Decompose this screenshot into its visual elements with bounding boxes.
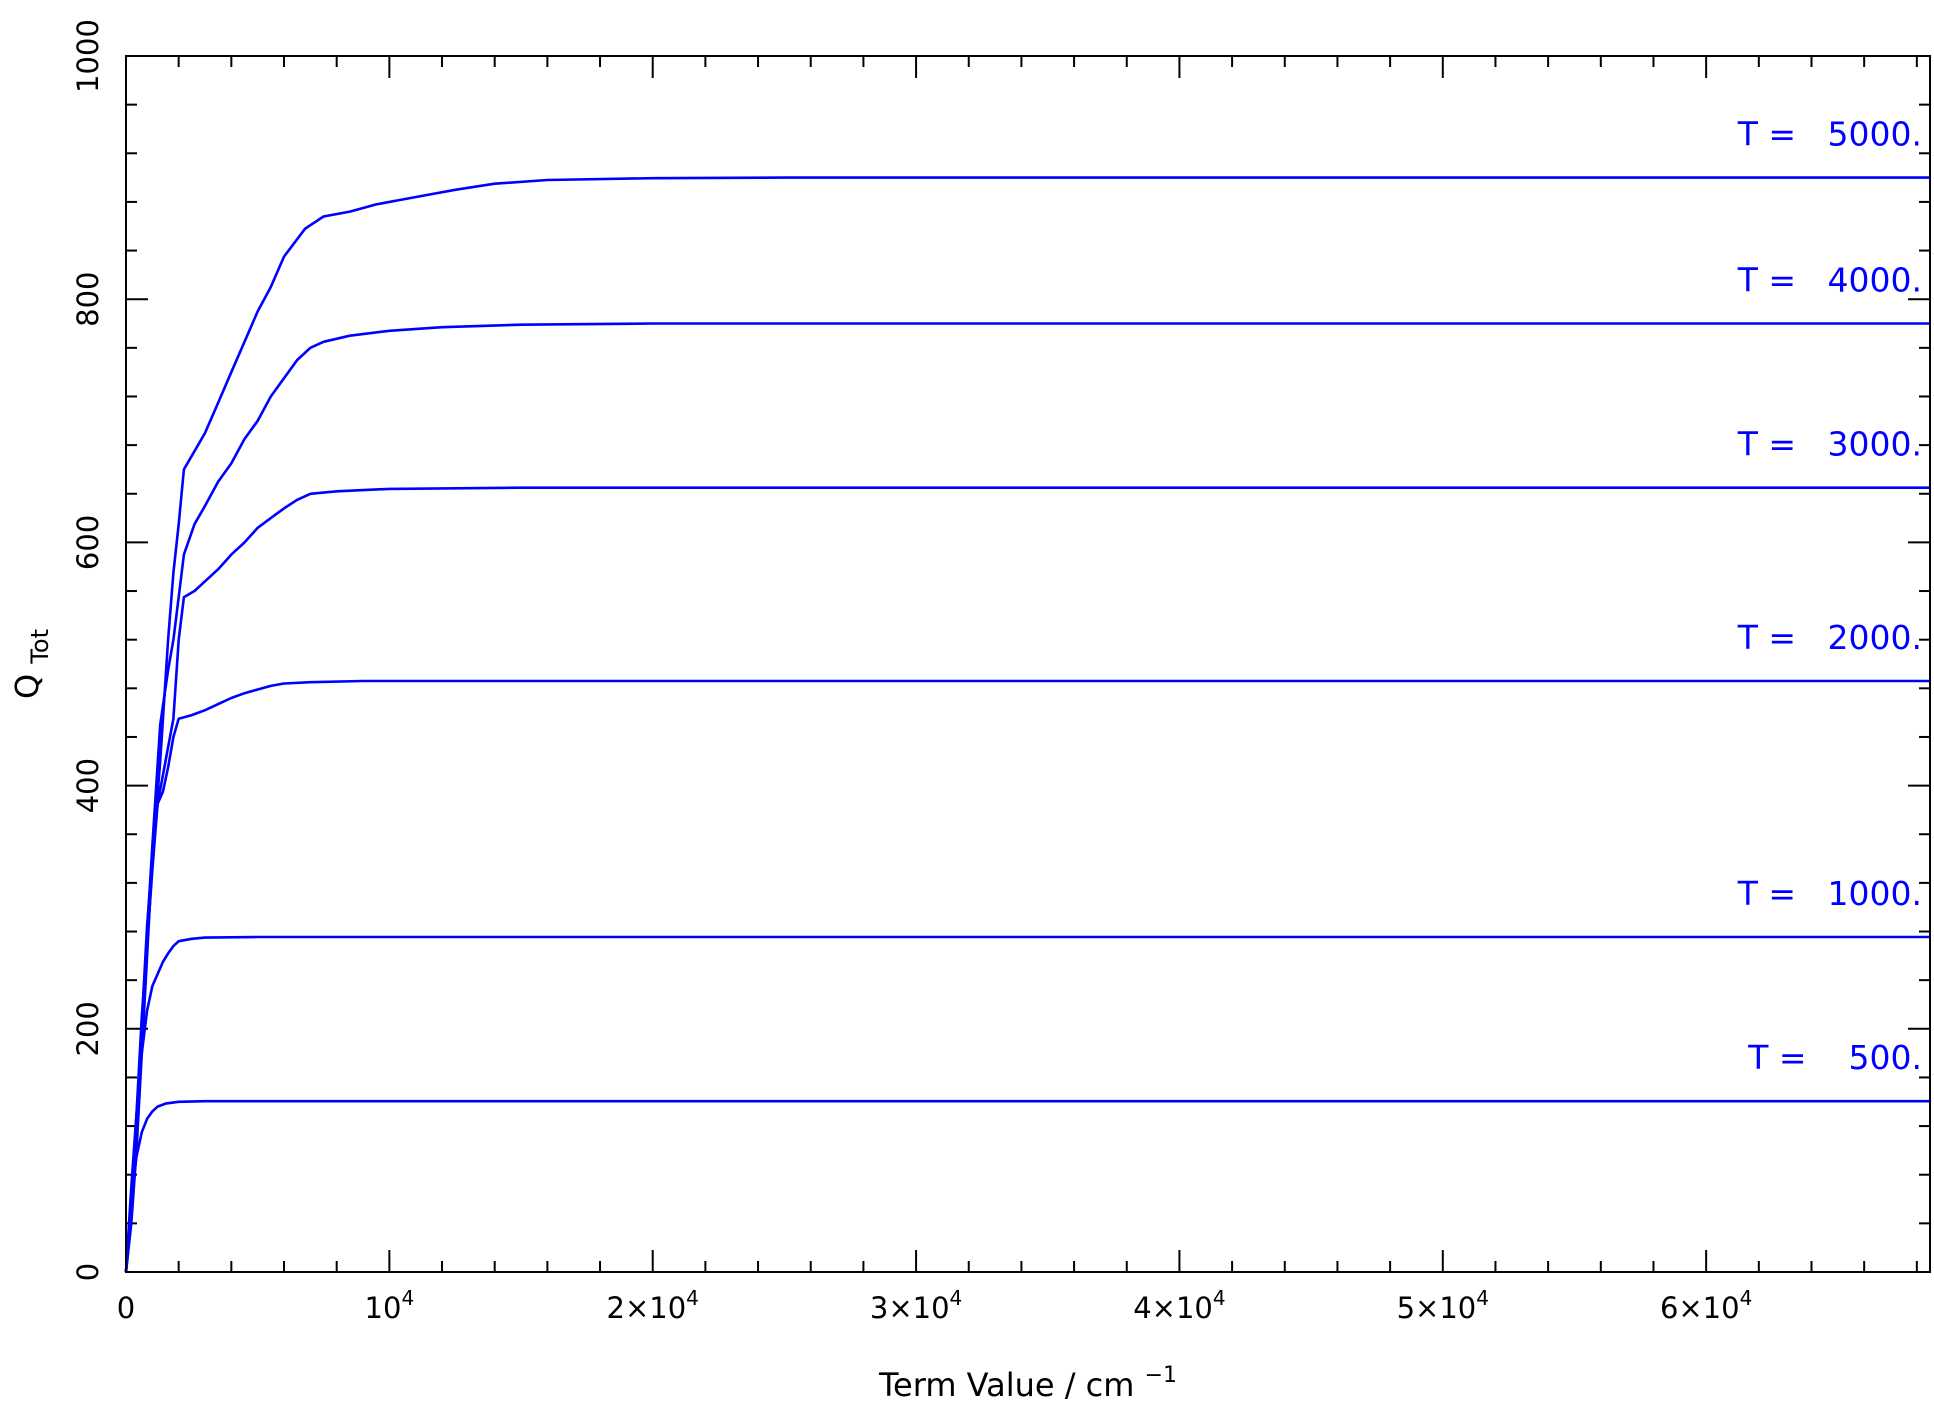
x-axis-title-main: Term Value / cm bbox=[878, 1366, 1135, 1404]
x-tick-label-base: 5×10 bbox=[1397, 1291, 1477, 1325]
x-tick-label: 3×104 bbox=[870, 1286, 962, 1325]
y-tick-label: 200 bbox=[71, 1001, 105, 1056]
x-tick-label-base: 2×10 bbox=[607, 1291, 687, 1325]
x-tick-label: 104 bbox=[365, 1286, 415, 1325]
x-axis-title: Term Value / cm −1 bbox=[878, 1363, 1177, 1404]
series-labels: T = 5000. T = 4000. T = 3000. T = 2000. T = … bbox=[1737, 115, 1922, 1078]
series-label: T = 1000. bbox=[1737, 874, 1922, 913]
series-label: T = 4000. bbox=[1737, 261, 1922, 300]
axis-tick-labels: 0 104 2×104 3×104 4×104 5×104 6×10402004006008… bbox=[71, 19, 1752, 1325]
y-axis-title-sub: Tot bbox=[26, 629, 54, 665]
series-label: T = 3000. bbox=[1737, 425, 1922, 464]
y-axis-title-main: Q bbox=[8, 674, 46, 699]
series-line bbox=[124, 176, 1930, 1273]
x-tick-label: 0 bbox=[117, 1291, 135, 1325]
x-tick-label-exp: 4 bbox=[1213, 1286, 1226, 1310]
y-tick-label: 800 bbox=[71, 272, 105, 327]
series-label: T = 500. bbox=[1747, 1038, 1922, 1077]
x-tick-label-base: 4×10 bbox=[1133, 1291, 1213, 1325]
x-tick-label-exp: 4 bbox=[1476, 1286, 1489, 1310]
series-label: T = 5000. bbox=[1737, 115, 1922, 154]
x-tick-label-exp: 4 bbox=[950, 1286, 963, 1310]
x-tick-label-base: 10 bbox=[365, 1291, 402, 1325]
y-tick-label: 0 bbox=[71, 1263, 105, 1281]
y-tick-label: 1000 bbox=[71, 19, 105, 93]
axis-ticks bbox=[125, 55, 1930, 1273]
x-tick-label: 6×104 bbox=[1660, 1286, 1752, 1325]
x-tick-label: 5×104 bbox=[1397, 1286, 1489, 1325]
x-tick-label: 2×104 bbox=[607, 1286, 699, 1325]
series-line bbox=[124, 322, 1930, 1273]
x-tick-label-base: 3×10 bbox=[870, 1291, 950, 1325]
series-line bbox=[124, 486, 1930, 1273]
x-tick-label-base: 6×10 bbox=[1660, 1291, 1740, 1325]
series-line bbox=[124, 935, 1930, 1273]
x-axis-title-sup: −1 bbox=[1145, 1363, 1177, 1388]
x-tick-label-exp: 4 bbox=[401, 1286, 414, 1310]
y-axis-title: Q Tot bbox=[8, 629, 54, 699]
series-label: T = 2000. bbox=[1737, 618, 1922, 657]
series-line bbox=[124, 1099, 1930, 1273]
series-line bbox=[124, 679, 1930, 1273]
x-tick-label-exp: 4 bbox=[1740, 1286, 1753, 1310]
series-lines bbox=[124, 176, 1930, 1273]
plot-frame bbox=[125, 55, 1931, 1273]
y-tick-label: 400 bbox=[71, 758, 105, 813]
x-tick-label: 4×104 bbox=[1133, 1286, 1225, 1325]
y-tick-label: 600 bbox=[71, 515, 105, 570]
x-tick-label-exp: 4 bbox=[686, 1286, 699, 1310]
x-tick-label-base: 0 bbox=[117, 1291, 135, 1325]
